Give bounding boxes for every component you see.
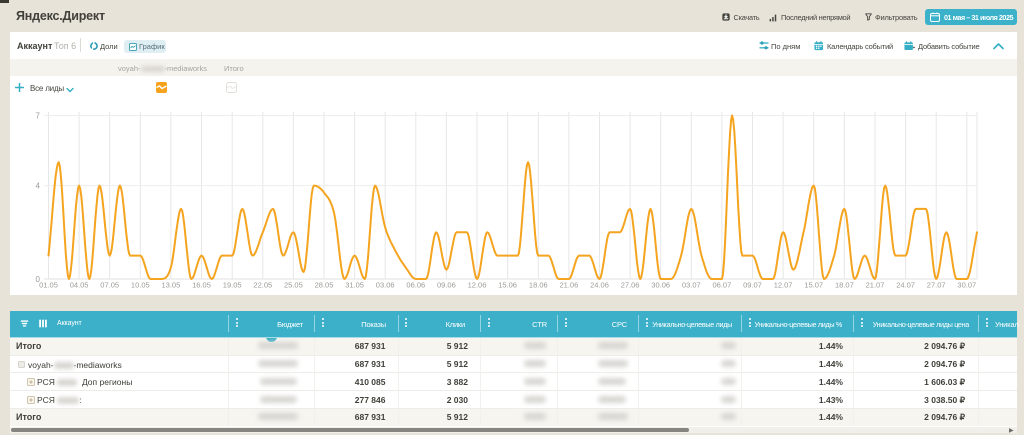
svg-text:15.07: 15.07	[804, 281, 823, 290]
svg-text:0: 0	[36, 275, 41, 284]
svg-text:28.05: 28.05	[315, 281, 334, 290]
svg-text:12.06: 12.06	[468, 281, 487, 290]
svg-text:15.06: 15.06	[498, 281, 517, 290]
svg-text:21.07: 21.07	[866, 281, 885, 290]
svg-text:18.07: 18.07	[835, 281, 854, 290]
svg-text:18.06: 18.06	[529, 281, 548, 290]
svg-text:24.07: 24.07	[896, 281, 915, 290]
svg-text:7: 7	[36, 112, 41, 121]
svg-text:06.07: 06.07	[713, 281, 732, 290]
svg-text:03.06: 03.06	[376, 281, 395, 290]
svg-text:09.06: 09.06	[437, 281, 456, 290]
svg-text:19.05: 19.05	[223, 281, 242, 290]
svg-text:10.05: 10.05	[131, 281, 150, 290]
svg-text:13.05: 13.05	[162, 281, 181, 290]
svg-text:24.06: 24.06	[590, 281, 609, 290]
svg-text:31.05: 31.05	[345, 281, 364, 290]
svg-text:01.05: 01.05	[39, 281, 58, 290]
svg-text:12.07: 12.07	[774, 281, 793, 290]
svg-text:16.05: 16.05	[192, 281, 211, 290]
svg-text:30.06: 30.06	[651, 281, 670, 290]
svg-text:06.06: 06.06	[406, 281, 425, 290]
svg-text:27.07: 27.07	[927, 281, 946, 290]
svg-text:25.05: 25.05	[284, 281, 303, 290]
svg-text:22.05: 22.05	[253, 281, 272, 290]
svg-text:07.05: 07.05	[100, 281, 119, 290]
svg-text:03.07: 03.07	[682, 281, 701, 290]
svg-text:4: 4	[36, 182, 41, 191]
svg-text:04.05: 04.05	[70, 281, 89, 290]
svg-text:27.06: 27.06	[621, 281, 640, 290]
svg-text:21.06: 21.06	[560, 281, 579, 290]
svg-text:09.07: 09.07	[743, 281, 762, 290]
svg-text:30.07: 30.07	[957, 281, 976, 290]
